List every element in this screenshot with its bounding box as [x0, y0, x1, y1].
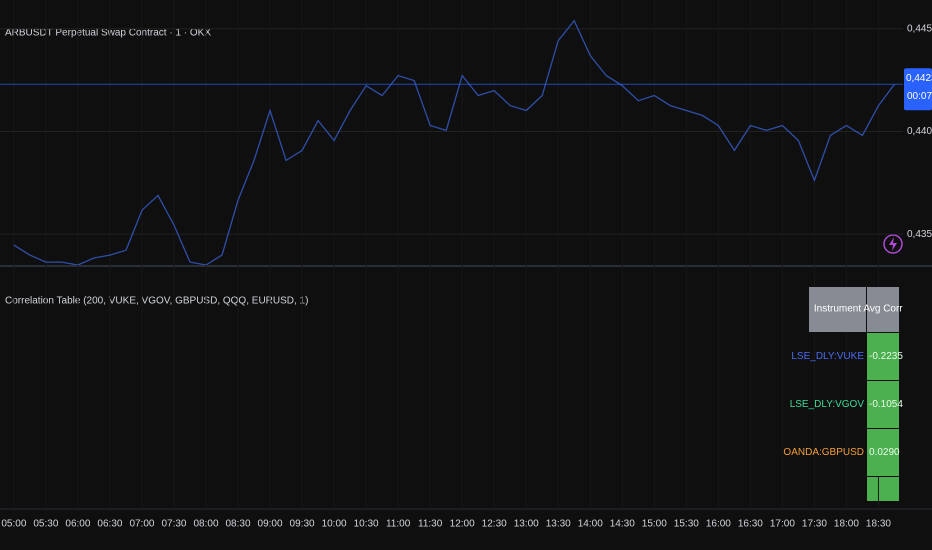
instrument-name: LSE_DLY:VUKE [791, 351, 864, 362]
x-tick-label: 14:30 [610, 519, 635, 530]
x-tick-label: 09:00 [258, 519, 283, 530]
table-header-cell [867, 287, 899, 332]
x-tick-label: 06:30 [97, 519, 122, 530]
symbol-title: ARBUSDT Perpetual Swap Contract · 1 · OK… [5, 28, 211, 39]
countdown-label: 00:07 [907, 91, 932, 102]
indicator-title: Correlation Table (200, VUKE, VGOV, GBPU… [5, 296, 308, 307]
x-tick-label: 12:00 [450, 519, 475, 530]
x-tick-label: 07:30 [161, 519, 186, 530]
x-tick-label: 13:00 [514, 519, 539, 530]
x-tick-label: 07:00 [129, 519, 154, 530]
x-tick-label: 18:30 [866, 519, 891, 530]
x-tick-label: 15:30 [674, 519, 699, 530]
x-tick-label: 17:30 [802, 519, 827, 530]
alert-icon[interactable] [883, 234, 903, 254]
corr-value: -0.2235 [869, 351, 903, 362]
x-tick-label: 16:30 [738, 519, 763, 530]
x-tick-label: 14:00 [578, 519, 603, 530]
x-tick-label: 06:00 [65, 519, 90, 530]
table-header-text: Avg Corr [863, 304, 903, 315]
last-price-badge [904, 68, 932, 111]
table-header-cell [809, 287, 866, 332]
instrument-name: OANDA:GBPUSD [783, 447, 864, 458]
x-tick-label: 11:30 [418, 519, 443, 530]
x-tick-label: 12:30 [482, 519, 507, 530]
table-cell-partial [809, 477, 866, 501]
x-tick-label: 10:00 [322, 519, 347, 530]
x-tick-label: 08:00 [193, 519, 218, 530]
table-header-text: Instrument [814, 304, 861, 315]
plot-area [13, 19, 896, 265]
corr-cell [867, 429, 899, 476]
x-tick-label: 13:30 [546, 519, 571, 530]
corr-value: -0.1054 [869, 399, 903, 410]
x-tick-label: 09:30 [290, 519, 315, 530]
x-tick-label: 05:00 [1, 519, 26, 530]
x-tick-label: 16:00 [706, 519, 731, 530]
alert-icon-bolt [889, 237, 897, 251]
x-tick-label: 05:30 [33, 519, 58, 530]
x-tick-label: 11:00 [386, 519, 411, 530]
corr-value: 0.0290 [869, 447, 900, 458]
corr-cell [867, 333, 899, 380]
table-cell-partial [867, 477, 899, 501]
instrument-name: LSE_DLY:VGOV [790, 399, 865, 410]
x-tick-label: 10:30 [354, 519, 379, 530]
x-tick-label: 17:00 [770, 519, 795, 530]
price-line [13, 19, 896, 265]
corr-cell [867, 381, 899, 428]
x-tick-label: 18:00 [834, 519, 859, 530]
x-tick-label: 08:30 [226, 519, 251, 530]
x-tick-label: 15:00 [642, 519, 667, 530]
last-price-label: 0,4423 [906, 73, 932, 84]
